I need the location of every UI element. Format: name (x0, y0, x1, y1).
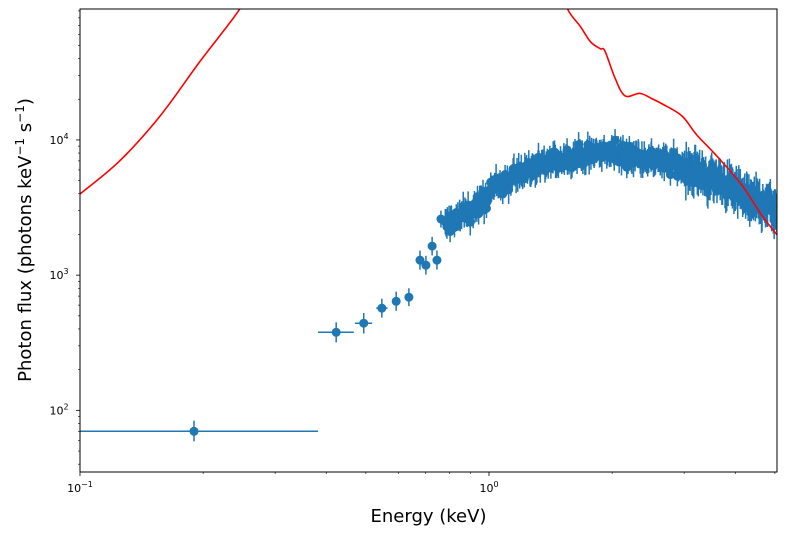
data-marker (432, 255, 442, 265)
y-tick-label: 102 (49, 402, 68, 417)
x-tick-label-exp: 0 (493, 480, 498, 489)
data-marker (421, 260, 431, 270)
y-axis-title-sup1: −1 (13, 138, 27, 156)
x-tick-label-base: 10 (67, 482, 81, 495)
data-layer (80, 129, 777, 442)
y-axis-title-prefix: Photon flux (photons keV (15, 155, 36, 382)
data-marker (404, 292, 414, 302)
data-marker (415, 255, 425, 265)
y-axis-title-suffix: ) (15, 98, 36, 105)
data-marker (331, 327, 341, 337)
data-marker (359, 318, 369, 328)
y-axis-title-sup2: −1 (13, 105, 27, 123)
y-axis-title: Photon flux (photons keV−1 s−1) (13, 98, 36, 382)
data-point (432, 250, 442, 270)
y-tick-label: 103 (49, 267, 68, 282)
data-point (80, 420, 319, 442)
y-tick-label-base: 10 (49, 269, 63, 282)
model-line-low-energy (80, 9, 241, 195)
model-layer (80, 9, 777, 236)
data-point (415, 250, 425, 270)
y-tick-label-exp: 4 (63, 132, 68, 141)
y-tick-label-exp: 2 (63, 402, 68, 411)
y-axis-title-mid: s (15, 123, 36, 138)
data-point (427, 236, 437, 256)
y-tick-label-base: 10 (49, 404, 63, 417)
y-tick-label-base: 10 (49, 134, 63, 147)
data-marker (189, 426, 199, 436)
plot-frame (79, 8, 778, 473)
data-point (318, 322, 354, 343)
data-marker (772, 208, 777, 218)
x-tick-label-base: 10 (479, 482, 493, 495)
data-point (391, 291, 401, 311)
data-marker (377, 303, 387, 313)
x-axis-ticks: 10−1 100 (67, 472, 776, 495)
data-point (404, 288, 414, 307)
data-point (376, 298, 388, 318)
x-tick-label: 10−1 (67, 480, 93, 495)
data-point (354, 312, 373, 334)
y-tick-label-exp: 3 (63, 267, 68, 276)
y-tick-label: 104 (49, 132, 68, 147)
plot-background (80, 9, 777, 472)
x-axis-title: Energy (keV) (371, 506, 487, 527)
x-tick-label-exp: −1 (81, 480, 93, 489)
data-marker (391, 296, 401, 306)
data-marker (427, 241, 437, 251)
x-tick-label: 100 (479, 480, 498, 495)
model-line-high-energy (566, 9, 777, 236)
data-point (421, 255, 431, 275)
